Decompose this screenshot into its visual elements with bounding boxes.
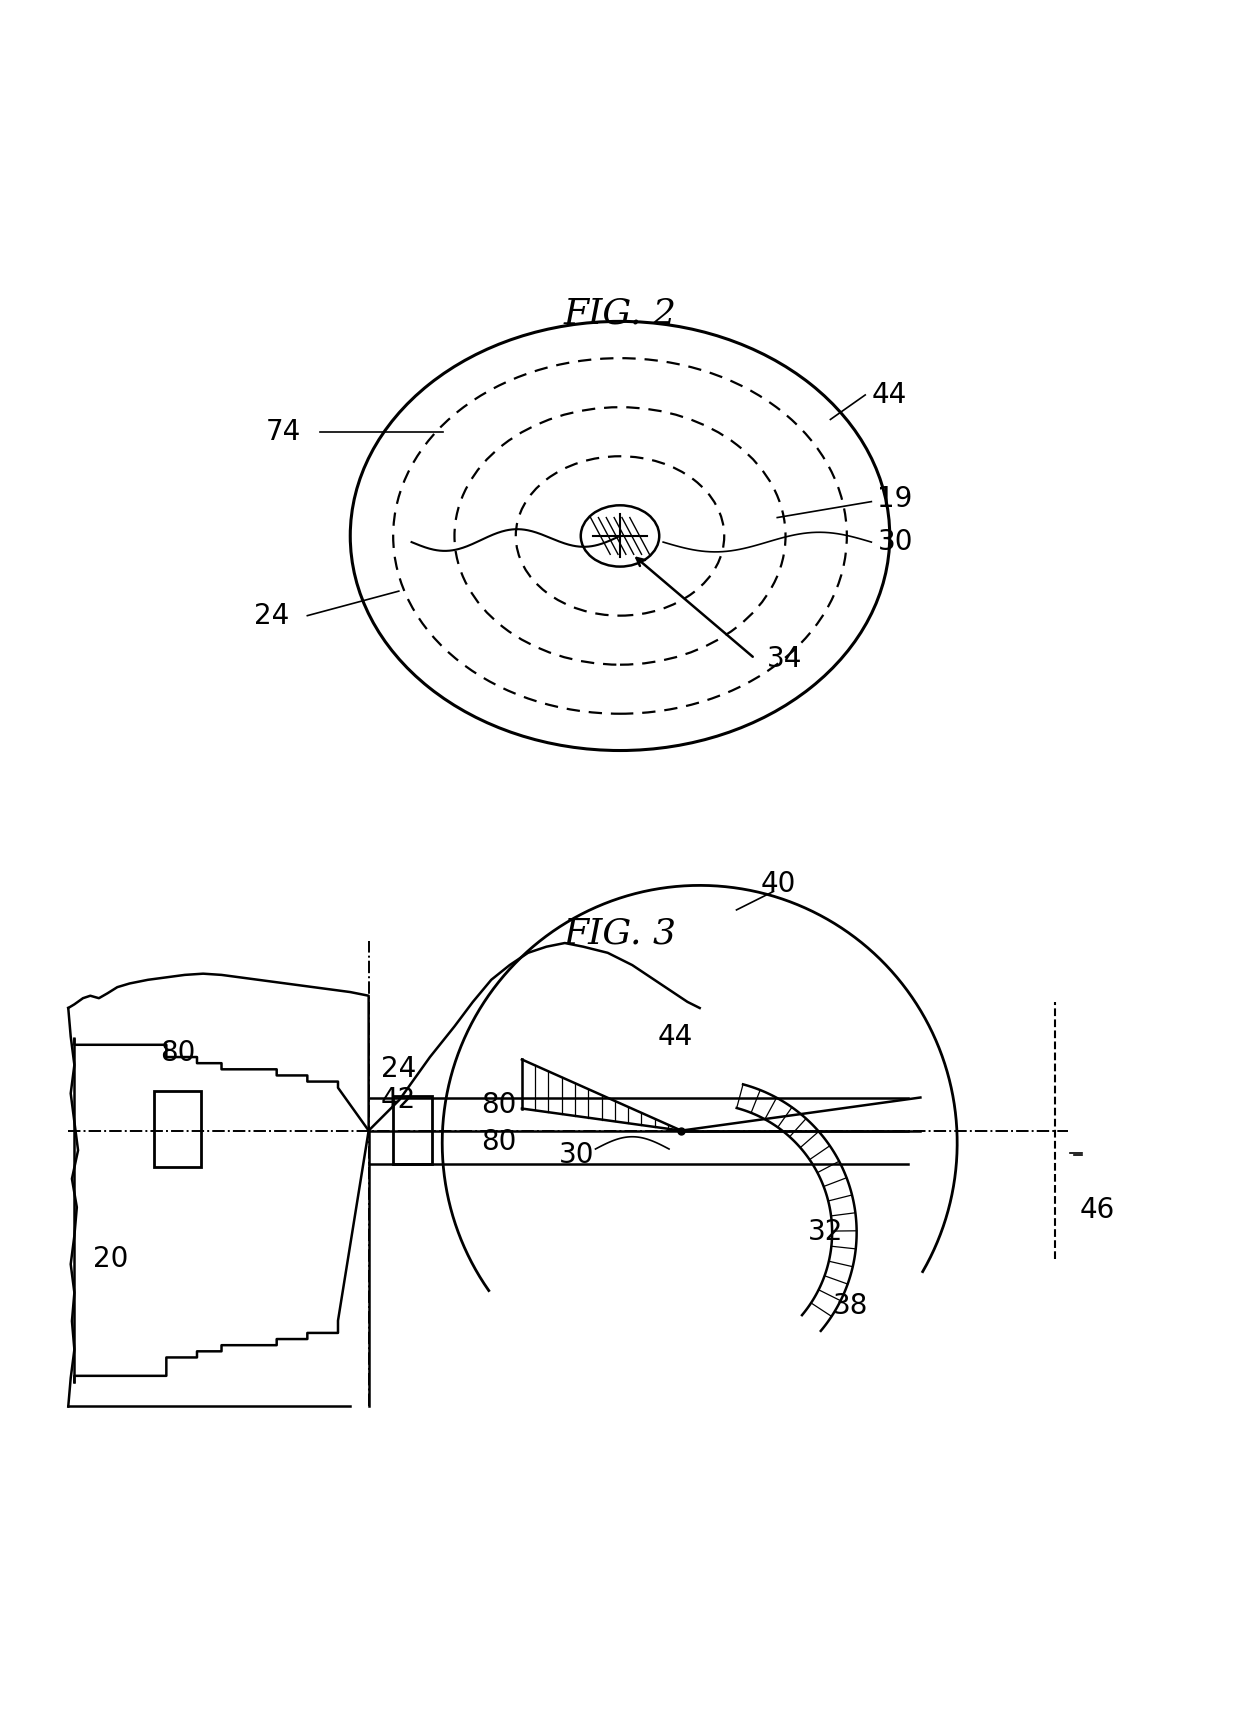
Text: 80: 80 — [160, 1039, 195, 1066]
Bar — [393, 1096, 433, 1164]
Text: 40: 40 — [761, 870, 796, 898]
Text: 80: 80 — [481, 1129, 517, 1157]
Text: 24: 24 — [254, 602, 289, 629]
Text: 80: 80 — [481, 1091, 517, 1120]
Text: FIG. 3: FIG. 3 — [563, 916, 677, 950]
Text: 46: 46 — [1080, 1196, 1115, 1224]
Text: FIG. 2: FIG. 2 — [563, 297, 677, 331]
Text: 44: 44 — [657, 1023, 693, 1051]
Text: 24: 24 — [381, 1056, 417, 1084]
Text: 19: 19 — [878, 486, 913, 513]
Text: 34: 34 — [768, 645, 802, 673]
Text: 20: 20 — [93, 1245, 128, 1273]
Text: 30: 30 — [878, 529, 913, 557]
Text: 42: 42 — [381, 1085, 417, 1113]
Bar — [154, 1091, 201, 1167]
Text: 38: 38 — [833, 1292, 868, 1320]
Text: 74: 74 — [265, 418, 301, 446]
Text: 32: 32 — [807, 1219, 843, 1247]
Text: 44: 44 — [872, 381, 906, 409]
Text: 30: 30 — [559, 1141, 594, 1169]
Ellipse shape — [580, 505, 660, 567]
